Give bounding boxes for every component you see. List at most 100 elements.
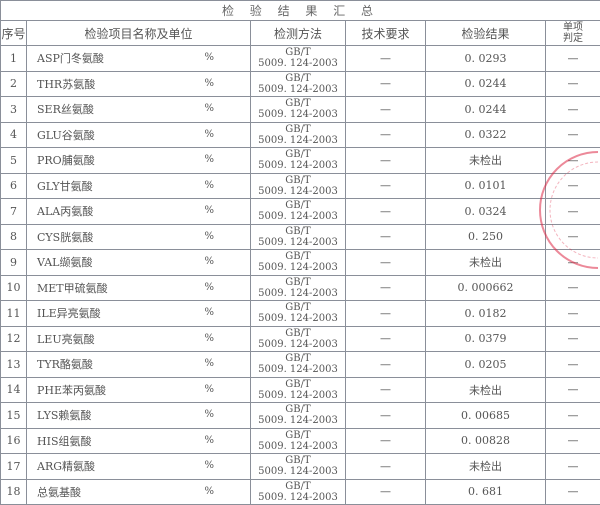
- item-name: HIS组氨酸: [37, 435, 91, 448]
- row-item: GLU谷氨酸%: [27, 122, 251, 148]
- header-result: 检验结果: [426, 21, 546, 46]
- method-line2: 5009. 124-2003: [258, 84, 338, 95]
- row-no: 4: [1, 122, 27, 148]
- row-result: 0. 0244: [426, 97, 546, 123]
- row-requirement: —: [346, 454, 426, 480]
- row-judgment: —: [546, 46, 600, 72]
- row-judgment: —: [546, 250, 600, 276]
- method-line2: 5009. 124-2003: [258, 58, 338, 69]
- row-requirement: —: [346, 148, 426, 174]
- item-name: PRO脯氨酸: [37, 154, 95, 167]
- row-requirement: —: [346, 403, 426, 429]
- method-line1: GB/T: [285, 404, 310, 415]
- row-item: CYS胱氨酸%: [27, 224, 251, 250]
- row-requirement: —: [346, 97, 426, 123]
- method-line2: 5009. 124-2003: [258, 339, 338, 350]
- row-requirement: —: [346, 173, 426, 199]
- method-line1: GB/T: [285, 175, 310, 186]
- method-line1: GB/T: [285, 47, 310, 58]
- row-result: 0. 0293: [426, 46, 546, 72]
- item-name: 总氨基酸: [37, 486, 81, 499]
- method-line1: GB/T: [285, 328, 310, 339]
- row-no: 11: [1, 301, 27, 327]
- row-judgment: —: [546, 479, 600, 505]
- row-no: 8: [1, 224, 27, 250]
- item-name: THR苏氨酸: [37, 78, 95, 91]
- method-line2: 5009. 124-2003: [258, 186, 338, 197]
- header-row: 序号 检验项目名称及单位 检测方法 技术要求 检验结果 单项判定: [1, 21, 600, 46]
- item-unit: %: [204, 282, 214, 293]
- item-name: ASP门冬氨酸: [37, 52, 104, 65]
- method-line2: 5009. 124-2003: [258, 237, 338, 248]
- method-line1: GB/T: [285, 455, 310, 466]
- row-item: ASP门冬氨酸%: [27, 46, 251, 72]
- row-no: 6: [1, 173, 27, 199]
- method-line1: GB/T: [285, 73, 310, 84]
- item-unit: %: [204, 154, 214, 165]
- item-name: TYR酪氨酸: [37, 358, 93, 371]
- method-line1: GB/T: [285, 226, 310, 237]
- row-result: 0. 0244: [426, 71, 546, 97]
- row-requirement: —: [346, 301, 426, 327]
- method-line2: 5009. 124-2003: [258, 160, 338, 171]
- item-name: VAL缬氨酸: [37, 256, 92, 269]
- header-judgment: 单项判定: [546, 21, 600, 46]
- row-no: 2: [1, 71, 27, 97]
- row-no: 18: [1, 479, 27, 505]
- method-line2: 5009. 124-2003: [258, 288, 338, 299]
- row-no: 1: [1, 46, 27, 72]
- header-no: 序号: [1, 21, 27, 46]
- row-no: 10: [1, 275, 27, 301]
- method-line1: GB/T: [285, 98, 310, 109]
- row-judgment: —: [546, 428, 600, 454]
- row-judgment: —: [546, 377, 600, 403]
- item-name: MET甲硫氨酸: [37, 282, 108, 295]
- item-unit: %: [204, 52, 214, 63]
- row-item: PRO脯氨酸%: [27, 148, 251, 174]
- item-unit: %: [204, 180, 214, 191]
- row-judgment: —: [546, 326, 600, 352]
- row-item: ALA丙氨酸%: [27, 199, 251, 225]
- row-item: VAL缬氨酸%: [27, 250, 251, 276]
- row-result: 未检出: [426, 377, 546, 403]
- row-judgment: —: [546, 148, 600, 174]
- row-item: ILE异亮氨酸%: [27, 301, 251, 327]
- method-line1: GB/T: [285, 481, 310, 492]
- row-item: LYS赖氨酸%: [27, 403, 251, 429]
- method-line1: GB/T: [285, 124, 310, 135]
- row-judgment: —: [546, 301, 600, 327]
- item-name: GLU谷氨酸: [37, 129, 95, 142]
- item-unit: %: [204, 486, 214, 497]
- row-requirement: —: [346, 326, 426, 352]
- item-name: ILE异亮氨酸: [37, 307, 101, 320]
- method-line2: 5009. 124-2003: [258, 441, 338, 452]
- row-requirement: —: [346, 377, 426, 403]
- row-no: 3: [1, 97, 27, 123]
- row-requirement: —: [346, 352, 426, 378]
- method-line2: 5009. 124-2003: [258, 211, 338, 222]
- method-line1: GB/T: [285, 200, 310, 211]
- item-name: SER丝氨酸: [37, 103, 94, 116]
- method-line2: 5009. 124-2003: [258, 135, 338, 146]
- item-unit: %: [204, 256, 214, 267]
- row-item: MET甲硫氨酸%: [27, 275, 251, 301]
- row-result: 未检出: [426, 250, 546, 276]
